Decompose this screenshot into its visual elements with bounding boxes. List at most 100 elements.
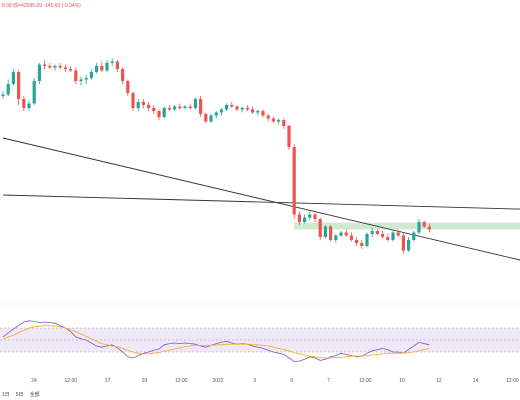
candle [199, 96, 203, 117]
candle [43, 60, 47, 69]
candle [53, 64, 57, 71]
x-tick-label: 12:00 [175, 378, 188, 384]
candle [318, 217, 322, 240]
candle-body [199, 99, 203, 114]
candle [79, 76, 83, 86]
candle [74, 67, 78, 84]
candle-body [251, 109, 255, 113]
candle [214, 111, 218, 119]
candle-body [209, 115, 213, 122]
candle-body [235, 106, 239, 110]
candle [427, 223, 431, 233]
candle [370, 228, 374, 237]
candle-body [360, 243, 364, 246]
candle [292, 144, 296, 219]
candle [271, 117, 275, 123]
candle-body [43, 64, 47, 66]
candle-body [84, 78, 88, 80]
range-5d-button[interactable]: 5日 [15, 392, 24, 398]
candle-body [136, 102, 140, 108]
candle [339, 231, 343, 237]
candle-body [219, 109, 223, 113]
candle [95, 63, 99, 74]
candle-body [318, 219, 322, 237]
candle [245, 105, 249, 111]
candle-body [396, 232, 400, 236]
candle-body [339, 232, 343, 236]
candle-body [147, 105, 151, 108]
candle-body [417, 222, 421, 233]
candle-body [277, 120, 281, 122]
candle [115, 60, 119, 72]
candle-body [323, 226, 327, 237]
candle-body [292, 147, 296, 215]
x-tick-label: 29 [142, 378, 148, 384]
candle [251, 106, 255, 114]
candle-body [365, 234, 369, 246]
candle-body [407, 240, 411, 251]
candle [386, 234, 390, 242]
candle-body [100, 66, 104, 71]
candle [313, 213, 317, 222]
x-tick-label: 12:00 [506, 378, 519, 384]
candle-body [334, 235, 338, 240]
candle [1, 91, 5, 99]
candle [6, 79, 10, 96]
x-tick-label: 12:00 [65, 378, 78, 384]
candle-body [355, 240, 359, 243]
candle [58, 63, 62, 69]
candle [360, 240, 364, 249]
x-tick-label: 3 [253, 378, 256, 384]
range-1d-button[interactable]: 1日 [2, 392, 10, 398]
candle-body [17, 72, 21, 99]
candle [349, 232, 353, 242]
candle-body [256, 111, 260, 113]
candle [297, 211, 301, 225]
candle [204, 112, 208, 123]
candle [32, 78, 36, 105]
price-readout: 8.08 收=42585.69 -145.60 (-0.34%) [2, 3, 81, 9]
x-tick-label: 24 [31, 378, 37, 384]
candle-body [48, 66, 52, 68]
candle-body [308, 214, 312, 218]
candle [375, 229, 379, 236]
candle [48, 63, 52, 69]
candle [131, 91, 135, 111]
candle [147, 102, 151, 111]
candle-series [1, 58, 431, 254]
trendline-0 [2, 137, 520, 261]
rsi-panel [0, 303, 520, 363]
candle-body [344, 232, 348, 236]
candle [407, 237, 411, 252]
candle-body [188, 106, 192, 108]
candle-body [204, 114, 208, 122]
candle-body [297, 214, 301, 222]
candle-body [266, 115, 270, 119]
candle [277, 118, 281, 125]
candle [230, 102, 234, 108]
candle-body [6, 84, 10, 95]
candle [235, 105, 239, 111]
candle-body [329, 226, 333, 240]
candle [240, 106, 244, 113]
candle [100, 61, 104, 72]
candle-body [303, 217, 307, 222]
candle-body [183, 106, 187, 108]
candle [167, 105, 171, 111]
candle-body [386, 237, 390, 240]
x-tick-label: 5 [290, 378, 293, 384]
x-tick-label: 12:00 [359, 378, 372, 384]
candle [22, 96, 26, 111]
candle [329, 225, 333, 242]
candle-body [105, 63, 109, 71]
candle [89, 69, 93, 80]
candle [173, 105, 177, 111]
candle [381, 231, 385, 239]
candle-body [152, 108, 156, 111]
candle-body [79, 79, 83, 81]
candle [152, 105, 156, 114]
candle-body [271, 118, 275, 122]
range-all-button[interactable]: 全部 [29, 392, 40, 398]
candle [256, 109, 260, 116]
